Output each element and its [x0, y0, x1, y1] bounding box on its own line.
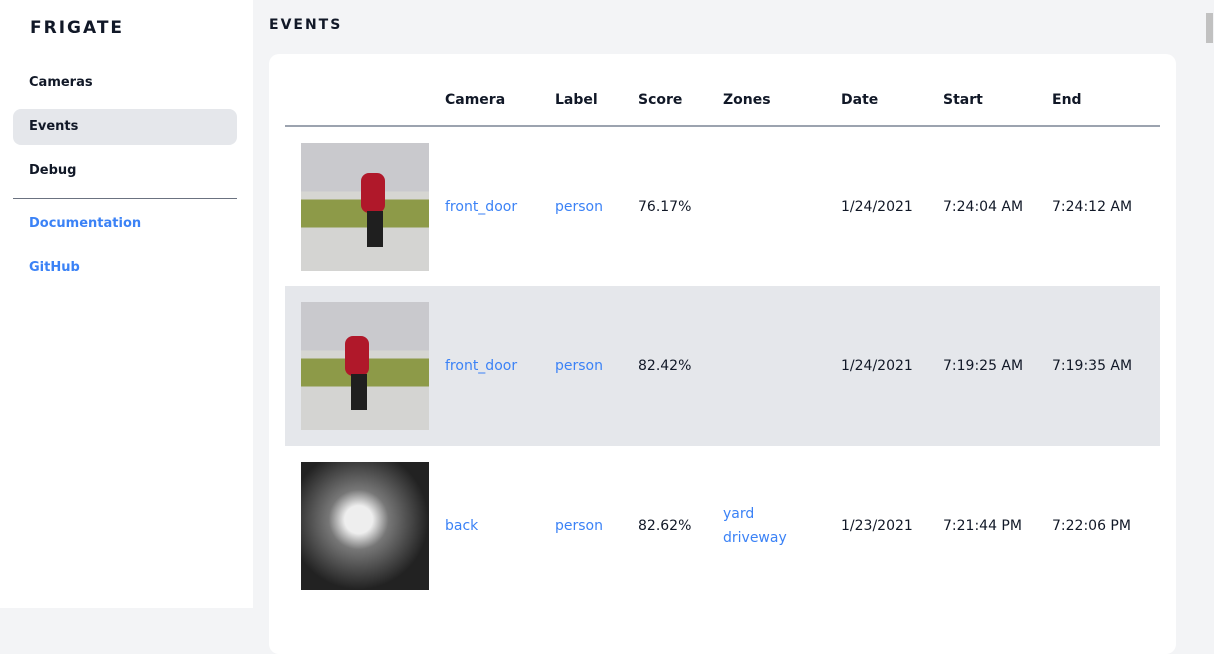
score: 82.42%	[638, 286, 723, 446]
event-thumbnail[interactable]	[301, 462, 429, 590]
table-row[interactable]: front_door person 76.17% 1/24/2021 7:24:…	[285, 126, 1160, 286]
zone-link[interactable]: yard	[723, 506, 755, 522]
page-title: EVENTS	[269, 17, 343, 33]
zones	[723, 126, 841, 286]
sidebar-link-documentation[interactable]: Documentation	[29, 216, 142, 231]
date: 1/24/2021	[841, 198, 913, 215]
end-time: 7:24:12 AM	[1052, 198, 1133, 215]
sidebar-item-events[interactable]: Events	[13, 109, 237, 145]
label-link[interactable]: person	[555, 518, 603, 534]
score: 82.62%	[638, 518, 692, 534]
start-time: 7:21:44 PM	[943, 518, 1022, 534]
header-score: Score	[638, 74, 723, 127]
event-thumbnail[interactable]	[301, 302, 429, 430]
event-thumbnail[interactable]	[301, 142, 429, 271]
zone-link[interactable]: driveway	[723, 530, 787, 546]
app-logo[interactable]: FRIGATE	[30, 18, 125, 38]
sidebar-item-cameras[interactable]: Cameras	[29, 75, 93, 90]
events-card: Camera Label Score Zones Date Start End …	[269, 54, 1176, 654]
table-row[interactable]: front_door person 82.42% 1/24/2021 7:19:…	[285, 286, 1160, 446]
zones	[723, 286, 841, 446]
table-row[interactable]: back person 82.62% yard driveway 1/23/20…	[285, 446, 1160, 606]
header-start: Start	[943, 74, 1052, 127]
sidebar-item-debug[interactable]: Debug	[29, 163, 77, 178]
header-zones: Zones	[723, 74, 841, 127]
label-link[interactable]: person	[555, 286, 638, 446]
score: 76.17%	[638, 198, 692, 215]
scrollbar[interactable]	[1200, 0, 1214, 608]
end-time: 7:19:35 AM	[1052, 286, 1160, 446]
start-time: 7:19:25 AM	[943, 286, 1052, 446]
camera-link[interactable]: front_door	[445, 286, 555, 446]
date: 1/23/2021	[841, 518, 913, 534]
header-camera: Camera	[445, 74, 555, 127]
label-link[interactable]: person	[555, 198, 603, 215]
header-thumbnail	[285, 74, 445, 127]
end-time: 7:22:06 PM	[1052, 518, 1131, 534]
sidebar-divider	[13, 198, 237, 199]
header-label: Label	[555, 74, 638, 127]
camera-link[interactable]: back	[445, 518, 479, 534]
camera-link[interactable]: front_door	[445, 198, 518, 215]
start-time: 7:24:04 AM	[943, 198, 1024, 215]
sidebar-link-github[interactable]: GitHub	[29, 260, 80, 275]
zones: yard driveway	[723, 446, 841, 606]
header-date: Date	[841, 74, 943, 127]
header-end: End	[1052, 74, 1160, 127]
scrollbar-thumb[interactable]	[1206, 13, 1213, 43]
events-table: Camera Label Score Zones Date Start End …	[285, 74, 1160, 606]
sidebar: FRIGATE Cameras Events Debug Documentati…	[0, 0, 253, 608]
date: 1/24/2021	[841, 286, 943, 446]
